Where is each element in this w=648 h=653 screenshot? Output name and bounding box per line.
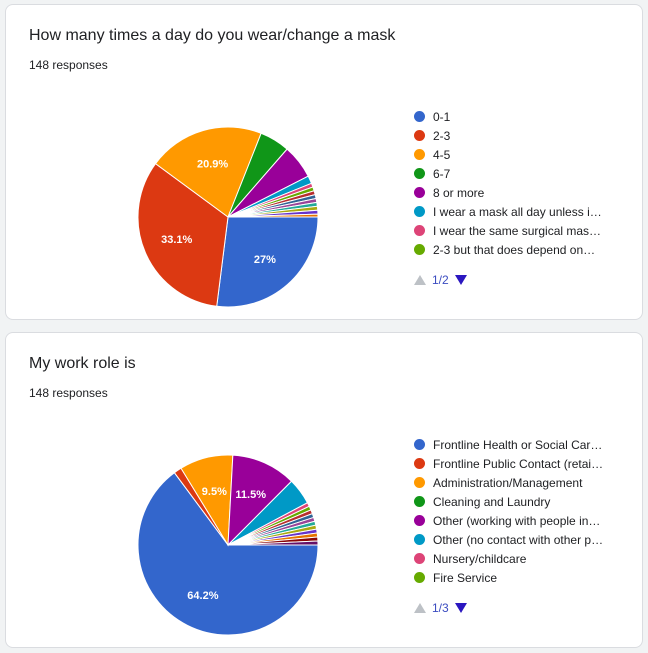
legend-swatch bbox=[414, 439, 425, 450]
legend-label: I wear a mask all day unless i… bbox=[433, 204, 602, 219]
slice-data-label: 33.1% bbox=[161, 234, 192, 246]
legend-swatch bbox=[414, 244, 425, 255]
legend-swatch bbox=[414, 515, 425, 526]
pie-slice[interactable] bbox=[227, 454, 293, 547]
pager-up-arrow-icon[interactable] bbox=[414, 603, 426, 613]
legend-label: 8 or more bbox=[433, 185, 485, 200]
legend-item: 2-3 bbox=[414, 126, 614, 145]
legend-swatch bbox=[414, 130, 425, 141]
legend-label: Fire Service bbox=[433, 570, 498, 585]
chart-legend: Frontline Health or Social Car… Frontline… bbox=[414, 435, 614, 587]
legend-item: I wear the same surgical mas… bbox=[414, 221, 614, 240]
legend-item: 8 or more bbox=[414, 183, 614, 202]
legend-item: Frontline Public Contact (retai… bbox=[414, 454, 614, 473]
legend-label: Cleaning and Laundry bbox=[433, 494, 551, 509]
legend-label: Nursery/childcare bbox=[433, 551, 527, 566]
response-count: 148 responses bbox=[29, 58, 108, 72]
legend-label: 4-5 bbox=[433, 147, 451, 162]
legend-swatch bbox=[414, 458, 425, 469]
legend-item: 4-5 bbox=[414, 145, 614, 164]
pie-slice[interactable] bbox=[216, 216, 319, 308]
legend-item: Administration/Management bbox=[414, 473, 614, 492]
pie-slice[interactable] bbox=[137, 162, 229, 307]
slice-data-label: 11.5% bbox=[235, 489, 266, 501]
legend-item: 6-7 bbox=[414, 164, 614, 183]
legend-swatch bbox=[414, 149, 425, 160]
legend-label: 2-3 but that does depend on… bbox=[433, 242, 596, 257]
slice-data-label: 64.2% bbox=[187, 590, 218, 602]
question-card-mask-frequency: How many times a day do you wear/change … bbox=[5, 4, 643, 320]
legend-swatch bbox=[414, 225, 425, 236]
slice-data-label: 27% bbox=[254, 254, 276, 266]
chart-legend: 0-1 2-3 4-5 6-7 8 or more I wear a mask all d… bbox=[414, 107, 614, 259]
pie-slice[interactable] bbox=[137, 471, 319, 636]
question-title: My work role is bbox=[29, 355, 136, 372]
legend-item: Other (working with people in… bbox=[414, 511, 614, 530]
pager-down-arrow-icon[interactable] bbox=[454, 603, 467, 613]
response-count: 148 responses bbox=[29, 386, 108, 400]
pager-page-label: 1/3 bbox=[432, 601, 449, 615]
legend-label: Other (no contact with other p… bbox=[433, 532, 604, 547]
legend-item: 2-3 but that does depend on… bbox=[414, 240, 614, 259]
legend-label: 6-7 bbox=[433, 166, 451, 181]
legend-swatch bbox=[414, 572, 425, 583]
pager-up-arrow-icon[interactable] bbox=[414, 275, 426, 285]
legend-swatch bbox=[414, 553, 425, 564]
legend-pager: 1/2 bbox=[414, 273, 467, 287]
pie-slice[interactable] bbox=[227, 540, 319, 546]
legend-swatch bbox=[414, 206, 425, 217]
legend-swatch bbox=[414, 111, 425, 122]
legend-swatch bbox=[414, 168, 425, 179]
question-card-work-role: My work role is 148 responses 64.2% 9.5% 1… bbox=[5, 332, 643, 648]
slice-data-label: 9.5% bbox=[202, 486, 227, 498]
legend-label: Other (working with people in… bbox=[433, 513, 601, 528]
legend-label: Frontline Health or Social Car… bbox=[433, 437, 603, 452]
pie-slice[interactable] bbox=[227, 213, 319, 218]
legend-swatch bbox=[414, 534, 425, 545]
pager-page-label: 1/2 bbox=[432, 273, 449, 287]
legend-swatch bbox=[414, 496, 425, 507]
legend-label: 0-1 bbox=[433, 109, 451, 124]
legend-pager: 1/3 bbox=[414, 601, 467, 615]
slice-data-label: 20.9% bbox=[197, 158, 228, 170]
legend-label: Frontline Public Contact (retai… bbox=[433, 456, 604, 471]
legend-item: Cleaning and Laundry bbox=[414, 492, 614, 511]
legend-swatch bbox=[414, 187, 425, 198]
legend-swatch bbox=[414, 477, 425, 488]
legend-item: Fire Service bbox=[414, 568, 614, 587]
pie-slice[interactable] bbox=[154, 126, 262, 218]
pie-chart: 27% 33.1% 20.9% bbox=[137, 126, 319, 308]
legend-label: 2-3 bbox=[433, 128, 451, 143]
legend-label: I wear the same surgical mas… bbox=[433, 223, 602, 238]
pie-chart: 64.2% 9.5% 11.5% bbox=[137, 454, 319, 636]
legend-item: 0-1 bbox=[414, 107, 614, 126]
legend-item: Nursery/childcare bbox=[414, 549, 614, 568]
legend-item: I wear a mask all day unless i… bbox=[414, 202, 614, 221]
legend-item: Frontline Health or Social Car… bbox=[414, 435, 614, 454]
question-title: How many times a day do you wear/change … bbox=[29, 27, 396, 44]
legend-label: Administration/Management bbox=[433, 475, 583, 490]
pager-down-arrow-icon[interactable] bbox=[454, 275, 467, 285]
legend-item: Other (no contact with other p… bbox=[414, 530, 614, 549]
